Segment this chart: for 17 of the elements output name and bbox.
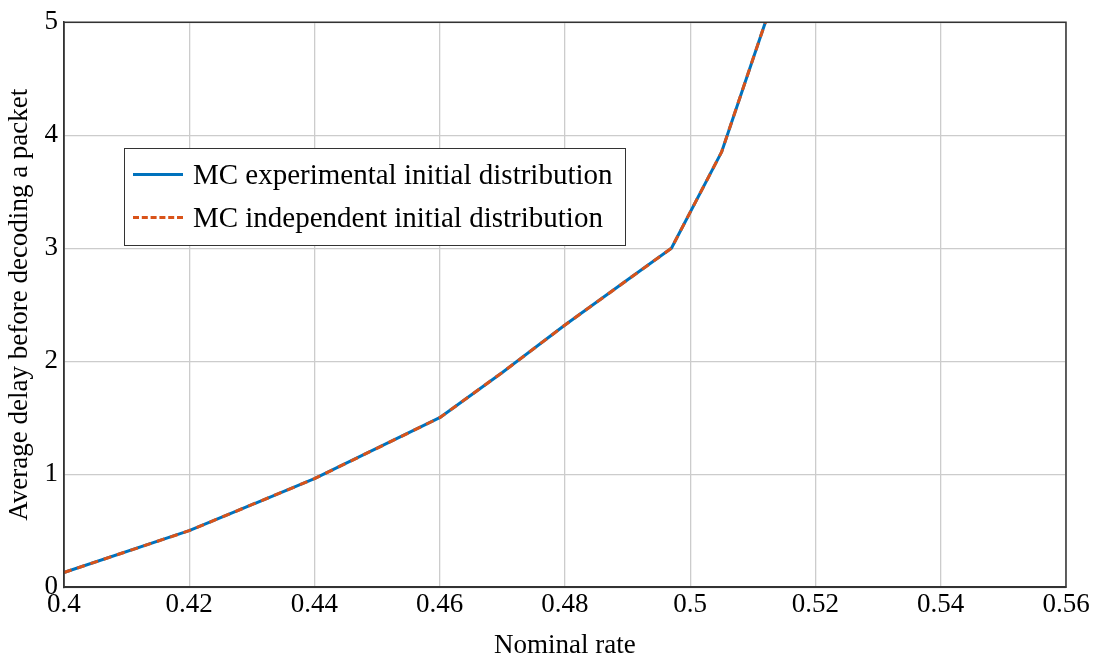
x-tick-label: 0.5 <box>673 588 708 619</box>
x-tick-label: 0.56 <box>1042 588 1090 619</box>
y-axis-title: Average delay before decoding a packet <box>3 88 34 521</box>
legend-label: MC independent initial distribution <box>192 200 603 236</box>
x-tick-label: 0.52 <box>791 588 840 619</box>
x-tick-label: 0.44 <box>290 588 339 619</box>
y-tick-label: 2 <box>44 344 58 375</box>
y-tick-label: 1 <box>44 457 58 488</box>
x-tick-label: 0.46 <box>416 588 464 619</box>
y-tick-label: 4 <box>44 118 59 149</box>
y-tick-label: 3 <box>44 231 58 262</box>
x-axis-title: Nominal rate <box>494 628 636 659</box>
x-tick-label: 0.54 <box>917 588 965 619</box>
x-tick-label: 0.42 <box>165 588 213 619</box>
legend-label: MC experimental initial distribution <box>192 157 613 193</box>
x-tick-label: 0.48 <box>541 588 589 619</box>
y-tick-label: 5 <box>44 5 58 36</box>
